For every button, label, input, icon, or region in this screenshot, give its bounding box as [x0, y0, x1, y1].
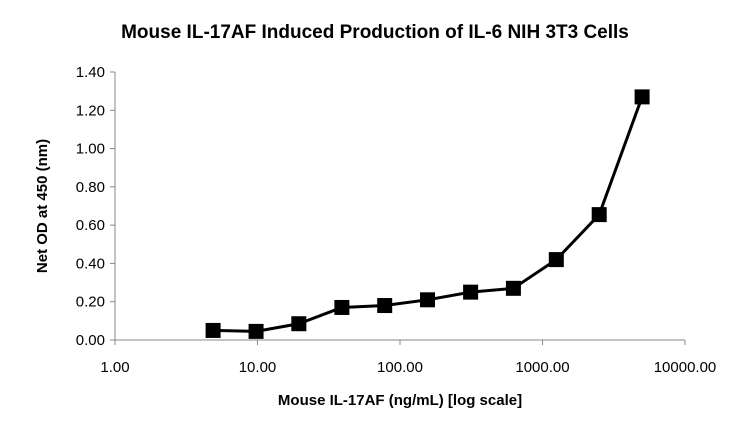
chart-title: Mouse IL-17AF Induced Production of IL-6…: [121, 22, 629, 43]
data-point: [291, 316, 307, 332]
y-tick-label: 0.80: [76, 179, 105, 196]
x-tick-label: 10.00: [239, 359, 277, 376]
y-tick-label: 1.20: [76, 102, 105, 119]
plot-area: [114, 72, 685, 341]
y-tick-label: 1.00: [76, 141, 105, 158]
data-point: [634, 89, 650, 105]
data-point: [248, 323, 264, 339]
y-tick-label: 0.60: [76, 217, 105, 234]
data-point: [591, 207, 607, 223]
x-tick-label: 1.00: [100, 359, 129, 376]
y-tick-label: 0.00: [76, 332, 105, 349]
x-axis-label: Mouse IL-17AF (ng/mL) [log scale]: [278, 392, 522, 409]
y-axis-label: Net OD at 450 (nm): [34, 139, 51, 273]
data-point: [420, 292, 436, 308]
x-tick-label: 100.00: [377, 359, 423, 376]
data-point: [548, 252, 564, 268]
y-tick-label: 0.40: [76, 255, 105, 272]
y-tick-label: 0.20: [76, 294, 105, 311]
x-tick-labels: 1.00 10.00 100.00 1000.00 10000.00: [100, 340, 716, 376]
x-tick-label: 1000.00: [515, 359, 569, 376]
data-point: [205, 322, 221, 338]
data-point: [463, 284, 479, 300]
data-point: [505, 280, 521, 296]
data-point: [377, 298, 393, 314]
y-tick-label: 1.40: [76, 64, 105, 81]
x-tick-label: 10000.00: [654, 359, 717, 376]
data-point: [334, 299, 350, 315]
y-tick-labels: 0.00 0.20 0.40 0.60 0.80 1.00 1.20 1.40: [76, 64, 115, 349]
